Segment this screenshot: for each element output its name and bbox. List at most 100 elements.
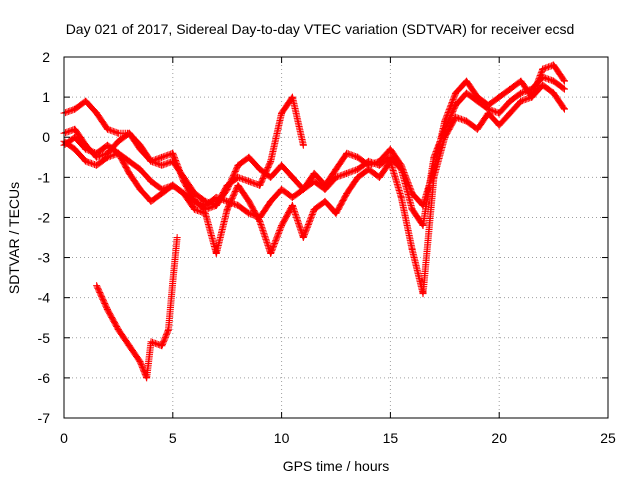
data-point-marker xyxy=(175,165,183,173)
data-point-marker xyxy=(106,126,114,134)
data-point-marker xyxy=(295,219,303,227)
data-point-marker xyxy=(272,237,280,245)
data-point-marker xyxy=(148,157,156,165)
data-point-marker xyxy=(338,171,346,179)
data-point-marker xyxy=(302,228,310,236)
data-point-marker xyxy=(173,159,181,167)
data-point-marker xyxy=(307,213,315,221)
data-point-marker xyxy=(86,159,94,167)
data-point-marker xyxy=(368,158,376,166)
data-point-marker xyxy=(273,234,281,242)
data-point-marker xyxy=(154,155,162,163)
data-point-marker xyxy=(263,238,271,246)
data-point-marker xyxy=(290,206,298,214)
data-point-marker xyxy=(102,155,110,163)
data-point-marker xyxy=(369,159,377,167)
data-point-marker xyxy=(111,128,119,136)
data-point-marker xyxy=(523,95,531,103)
data-point-marker xyxy=(545,63,553,71)
data-point-marker xyxy=(347,151,355,159)
data-point-marker xyxy=(259,228,267,236)
data-point-marker xyxy=(170,154,178,162)
data-point-marker xyxy=(453,114,461,122)
data-point-marker xyxy=(300,232,308,240)
data-point-marker xyxy=(539,65,547,73)
data-point-marker xyxy=(86,147,94,155)
data-point-marker xyxy=(523,87,531,95)
data-point-marker xyxy=(268,245,276,253)
data-point-marker xyxy=(490,107,498,115)
data-point-marker xyxy=(209,203,217,211)
data-point-marker xyxy=(159,161,167,169)
data-point-marker xyxy=(267,248,275,256)
y-tick-label: 2 xyxy=(42,49,50,65)
data-point-marker xyxy=(196,200,204,208)
data-point-marker xyxy=(449,96,457,104)
data-point-marker xyxy=(173,234,181,241)
data-point-marker xyxy=(350,152,358,160)
data-point-marker xyxy=(88,159,96,167)
data-point-marker xyxy=(172,156,180,164)
data-point-marker xyxy=(214,194,222,202)
data-point-marker xyxy=(61,129,69,137)
y-tick-label: -4 xyxy=(38,290,51,306)
data-point-marker xyxy=(297,225,305,233)
data-point-marker xyxy=(245,177,253,185)
data-point-marker xyxy=(295,221,303,229)
data-point-marker xyxy=(274,231,282,239)
data-point-marker xyxy=(192,198,200,206)
data-point-marker xyxy=(147,157,155,165)
data-point-marker xyxy=(161,160,169,168)
data-point-marker xyxy=(174,164,182,172)
data-point-marker xyxy=(450,93,458,101)
data-point-marker xyxy=(246,178,254,186)
data-point-marker xyxy=(245,209,253,217)
data-point-marker xyxy=(292,212,300,220)
plot-frame xyxy=(63,56,609,419)
data-point-marker xyxy=(543,75,551,83)
data-point-marker xyxy=(150,156,158,164)
data-point-marker xyxy=(105,153,113,161)
y-tick-label: 0 xyxy=(42,129,50,145)
data-point-marker xyxy=(256,217,264,225)
data-point-marker xyxy=(82,145,90,153)
data-point-marker xyxy=(159,153,167,161)
data-point-marker xyxy=(299,234,307,241)
data-point-marker xyxy=(178,174,186,182)
data-point-marker xyxy=(432,148,440,156)
axis-ticks: 0 5 10 15 20 25 -7 -6 -5 -4 -3 -2 -1 0 1 2 xyxy=(38,49,616,446)
data-point-marker xyxy=(207,203,215,211)
data-point-marker xyxy=(195,207,203,215)
data-point-marker xyxy=(515,90,523,98)
data-point-marker xyxy=(289,203,297,211)
y-axis-label: SDTVAR / TECUs xyxy=(6,182,22,294)
data-point-marker xyxy=(169,149,177,157)
data-point-marker xyxy=(270,242,278,250)
data-point-marker xyxy=(452,113,460,121)
data-point-marker xyxy=(161,152,169,160)
data-point-marker xyxy=(293,213,301,221)
chart-title: Day 021 of 2017, Sidereal Day-to-day VTE… xyxy=(66,21,575,37)
data-point-marker xyxy=(108,127,116,135)
data-point-marker xyxy=(296,224,304,232)
x-axis-label: GPS time / hours xyxy=(283,458,390,474)
data-point-marker xyxy=(272,235,280,243)
data-point-marker xyxy=(294,218,302,226)
data-point-marker xyxy=(192,206,200,214)
data-point-marker xyxy=(560,85,568,93)
data-point-marker xyxy=(241,176,249,184)
data-point-marker xyxy=(176,168,184,176)
data-markers xyxy=(60,61,568,382)
data-point-marker xyxy=(540,64,548,72)
data-point-marker xyxy=(82,157,90,165)
data-point-marker xyxy=(302,226,310,234)
data-point-marker xyxy=(276,227,284,235)
data-point-marker xyxy=(173,161,181,169)
y-tick-label: -7 xyxy=(38,410,51,426)
data-point-marker xyxy=(104,125,112,133)
data-point-marker xyxy=(350,167,358,175)
data-point-marker xyxy=(293,215,301,223)
data-point-marker xyxy=(261,234,269,242)
y-tick-label: -2 xyxy=(38,209,51,225)
data-point-marker xyxy=(249,179,257,187)
